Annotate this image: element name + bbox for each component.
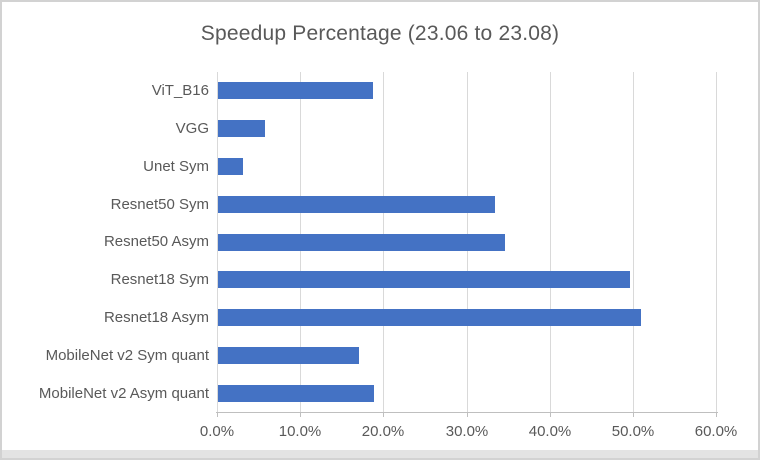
bar	[218, 233, 505, 251]
category-axis: ViT_B16 VGG Unet Sym Resnet50 Sym Resnet50 A…	[2, 72, 209, 412]
bar	[218, 82, 373, 100]
category-label: Resnet18 Sym	[110, 271, 209, 289]
category-label: Resnet18 Asym	[103, 309, 209, 327]
bar	[218, 195, 495, 213]
window-bottom-strip	[2, 450, 758, 458]
bar	[218, 309, 642, 327]
bar	[218, 271, 630, 289]
gridline	[633, 72, 634, 412]
bar	[218, 346, 360, 364]
category-label: Unet Sym	[143, 157, 209, 175]
axis-tick	[550, 412, 551, 417]
x-tick-label: 10.0%	[278, 423, 322, 440]
axis-tick	[217, 412, 218, 417]
x-tick-label: 20.0%	[361, 423, 405, 440]
gridline	[217, 72, 218, 412]
gridline	[550, 72, 551, 412]
category-label: VGG	[175, 120, 209, 138]
bar	[218, 157, 243, 175]
x-tick-label: 0.0%	[199, 423, 235, 440]
bar	[218, 384, 374, 402]
plot-area	[216, 72, 722, 417]
x-tick-label: 50.0%	[611, 423, 655, 440]
chart-title: Speedup Percentage (23.06 to 23.08)	[200, 22, 560, 45]
axis-tick	[383, 412, 384, 417]
x-tick-label: 40.0%	[528, 423, 572, 440]
x-axis-line	[216, 412, 718, 413]
axis-tick	[633, 412, 634, 417]
bar	[218, 120, 265, 138]
axis-tick	[300, 412, 301, 417]
category-label: ViT_B16	[151, 82, 209, 100]
gridline	[716, 72, 717, 412]
x-tick-label: 60.0%	[694, 423, 738, 440]
category-label: Resnet50 Asym	[103, 233, 209, 251]
category-label: Resnet50 Sym	[110, 195, 209, 213]
axis-tick	[467, 412, 468, 417]
x-axis-tick-labels: 0.0% 10.0% 20.0% 30.0% 40.0% 50.0% 60.0%	[200, 423, 737, 443]
category-label: MobileNet v2 Sym quant	[45, 346, 209, 364]
x-tick-label: 30.0%	[445, 423, 489, 440]
category-label: MobileNet v2 Asym quant	[38, 384, 209, 402]
axis-tick	[716, 412, 717, 417]
